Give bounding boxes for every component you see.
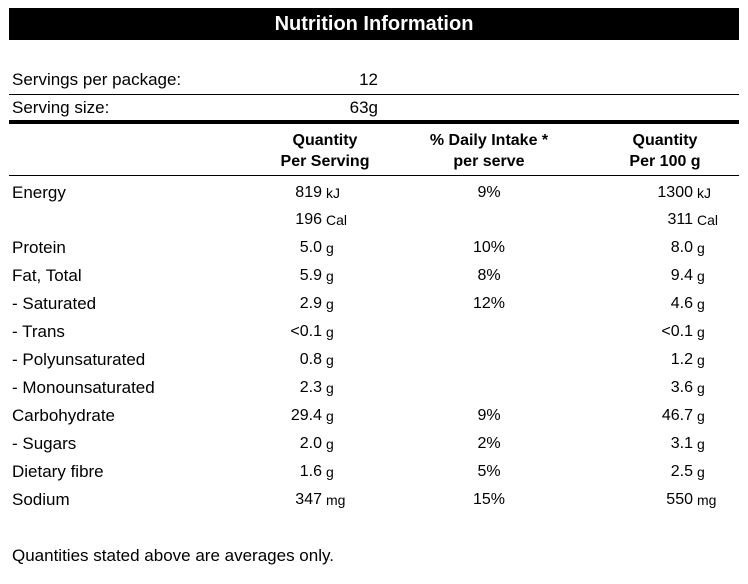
- per-serving-unit: g: [326, 240, 334, 256]
- header-per-100g: Quantity Per 100 g: [605, 130, 725, 172]
- per-100g-value: 550: [666, 491, 693, 508]
- per-serving-value: 2.0: [299, 435, 322, 452]
- per-100g-unit: g: [697, 296, 705, 312]
- per-100g-unit: kJ: [697, 185, 711, 201]
- daily-intake-value: 15%: [472, 491, 506, 508]
- daily-intake-value: 8%: [477, 267, 501, 284]
- header-per-serving-line2: Per Serving: [280, 153, 370, 170]
- per-100g-unit: g: [697, 240, 705, 256]
- daily-intake-value: 12%: [472, 295, 506, 312]
- per-100g-value: 2.5: [670, 463, 693, 480]
- header-per-100g-line1: Quantity: [632, 132, 698, 149]
- title-bar: Nutrition Information: [9, 8, 739, 40]
- per-100g-unit: mg: [697, 492, 717, 508]
- per-serving-unit: g: [326, 268, 334, 284]
- per-serving-unit: g: [326, 296, 334, 312]
- nutrient-name: Protein: [12, 238, 66, 257]
- footer-note: Quantities stated above are averages onl…: [12, 546, 334, 565]
- per-100g-unit: g: [697, 380, 705, 396]
- per-100g-value: 3.1: [670, 435, 693, 452]
- servings-per-package-value: 12: [359, 70, 378, 89]
- nutrient-name: Energy: [12, 183, 66, 202]
- per-serving-value: 2.9: [299, 295, 322, 312]
- per-serving-value: 819: [295, 184, 322, 201]
- per-serving-unit: g: [326, 380, 334, 396]
- per-100g-value: 8.0: [670, 239, 693, 256]
- per-serving-unit: Cal: [326, 212, 348, 228]
- daily-intake-value: 9%: [477, 184, 501, 201]
- per-100g-unit: g: [697, 268, 705, 284]
- per-serving-value: 29.4: [290, 407, 322, 424]
- header-daily-intake-line1: % Daily Intake *: [429, 132, 549, 149]
- per-100g-value: 4.6: [670, 295, 693, 312]
- per-100g-value: 9.4: [670, 267, 693, 284]
- header-per-serving: Quantity Per Serving: [265, 130, 385, 172]
- per-serving-unit: kJ: [326, 185, 340, 201]
- servings-per-package-label: Servings per package:: [12, 70, 182, 89]
- nutrient-name: Sodium: [12, 490, 70, 509]
- per-serving-value: 5.0: [299, 239, 322, 256]
- daily-intake-value: 9%: [477, 407, 501, 424]
- header-divider: [9, 120, 739, 124]
- header-daily-intake: % Daily Intake * per serve: [414, 130, 564, 172]
- per-100g-unit: g: [697, 324, 705, 340]
- nutrient-name: - Saturated: [12, 294, 97, 313]
- per-100g-unit: g: [697, 408, 705, 424]
- per-serving-value: 2.3: [299, 379, 322, 396]
- per-100g-value: 311: [667, 211, 693, 228]
- nutrient-name: Dietary fibre: [12, 462, 104, 481]
- per-100g-value: 1.2: [670, 351, 693, 368]
- table-top-divider: [9, 175, 739, 176]
- per-100g-unit: g: [697, 352, 705, 368]
- nutrient-name: - Sugars: [12, 434, 77, 453]
- per-100g-unit: g: [697, 436, 705, 452]
- per-100g-unit: g: [697, 464, 705, 480]
- header-daily-intake-line2: per serve: [453, 153, 525, 170]
- per-100g-value: 1300: [657, 184, 693, 201]
- nutrient-name: - Trans: [12, 322, 65, 341]
- per-serving-unit: mg: [326, 492, 346, 508]
- nutrient-name: Fat, Total: [12, 266, 82, 285]
- daily-intake-value: 2%: [477, 435, 501, 452]
- per-serving-unit: g: [326, 324, 334, 340]
- per-serving-value: 196: [295, 211, 322, 228]
- per-100g-value: 46.7: [661, 407, 693, 424]
- per-serving-unit: g: [326, 464, 334, 480]
- per-serving-value: 0.8: [299, 351, 322, 368]
- per-100g-value: <0.1: [661, 323, 693, 340]
- per-serving-value: <0.1: [290, 323, 322, 340]
- per-100g-unit: Cal: [697, 212, 719, 228]
- per-serving-unit: g: [326, 408, 334, 424]
- serving-size-value: 63g: [349, 98, 378, 117]
- per-serving-value: 347: [295, 491, 322, 508]
- servings-divider: [9, 94, 739, 95]
- daily-intake-value: 5%: [477, 463, 501, 480]
- serving-size-label: Serving size:: [12, 98, 110, 117]
- header-per-serving-line1: Quantity: [292, 132, 358, 149]
- per-100g-value: 3.6: [670, 379, 693, 396]
- nutrient-name: - Polyunsaturated: [12, 350, 146, 369]
- per-serving-unit: g: [326, 436, 334, 452]
- per-serving-unit: g: [326, 352, 334, 368]
- per-serving-value: 5.9: [299, 267, 322, 284]
- nutrient-name: Carbohydrate: [12, 406, 116, 425]
- per-serving-value: 1.6: [299, 463, 322, 480]
- nutrient-name: - Monounsaturated: [12, 378, 155, 397]
- header-per-100g-line2: Per 100 g: [629, 153, 701, 170]
- daily-intake-value: 10%: [472, 239, 506, 256]
